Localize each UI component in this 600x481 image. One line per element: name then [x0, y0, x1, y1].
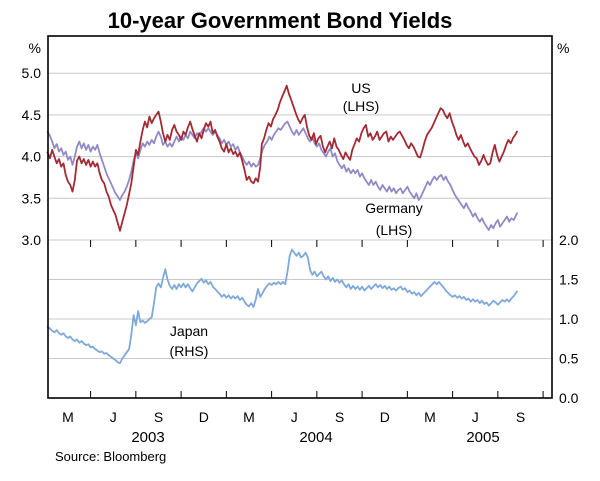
- x-axis-year-labels: 2003 2004 2005: [131, 429, 499, 446]
- chart-title: 10-year Government Bond Yields: [108, 8, 453, 33]
- series-annotation-germany: Germany (LHS): [365, 200, 423, 238]
- germany-label-line2: (LHS): [376, 222, 413, 238]
- us-label-line1: US: [351, 80, 370, 96]
- source-note: Source: Bloomberg: [55, 449, 166, 464]
- x-axis-month-label: S: [516, 409, 525, 425]
- series-line-us: [46, 84, 518, 232]
- left-axis-tick-labels: 5.0 4.5 4.0 3.5 3.0: [22, 65, 42, 248]
- right-axis-tick-labels: 2.0 1.5 1.0 0.5 0.0: [559, 232, 579, 406]
- series-line-japan: [46, 248, 518, 365]
- japan-label-line2: (RHS): [170, 343, 209, 359]
- japan-label-line1: Japan: [170, 323, 208, 339]
- x-axis-month-label: J: [291, 409, 298, 425]
- right-axis-tick-label: 1.5: [559, 272, 579, 288]
- x-axis-month-label: D: [199, 409, 209, 425]
- right-axis-tick-label: 1.0: [559, 311, 579, 327]
- x-axis-month-label: M: [424, 409, 436, 425]
- right-axis-tick-label: 0.5: [559, 351, 579, 367]
- left-axis-tick-label: 3.0: [22, 232, 42, 248]
- series-annotation-us: US (LHS): [343, 80, 380, 114]
- right-axis-tick-label: 2.0: [559, 232, 579, 248]
- left-axis-unit: %: [29, 40, 41, 56]
- series-annotation-japan: Japan (RHS): [170, 323, 209, 359]
- left-axis-tick-label: 5.0: [22, 65, 42, 81]
- x-axis-month-label: M: [62, 409, 74, 425]
- right-axis-tick-label: 0.0: [559, 390, 579, 406]
- x-axis-year-label: 2004: [299, 429, 332, 446]
- right-axis-unit: %: [557, 40, 569, 56]
- series-line-germany: [46, 120, 518, 231]
- gridlines: [48, 72, 552, 359]
- left-axis-tick-label: 4.0: [22, 149, 42, 165]
- x-axis-month-label: S: [335, 409, 344, 425]
- x-axis-year-label: 2003: [131, 429, 164, 446]
- plot-border: [47, 35, 553, 399]
- x-axis-year-label: 2005: [466, 429, 499, 446]
- germany-label-line1: Germany: [365, 200, 423, 216]
- quarter-ticks: [90, 240, 544, 398]
- x-axis-month-label: J: [110, 409, 117, 425]
- x-axis-month-label: D: [380, 409, 390, 425]
- x-axis-month-label: S: [154, 409, 163, 425]
- left-axis-tick-label: 4.5: [22, 107, 42, 123]
- left-axis-tick-label: 3.5: [22, 190, 42, 206]
- series-lines: [46, 84, 518, 365]
- us-label-line2: (LHS): [343, 98, 380, 114]
- x-axis-month-label: M: [243, 409, 255, 425]
- x-axis-month-label: J: [472, 409, 479, 425]
